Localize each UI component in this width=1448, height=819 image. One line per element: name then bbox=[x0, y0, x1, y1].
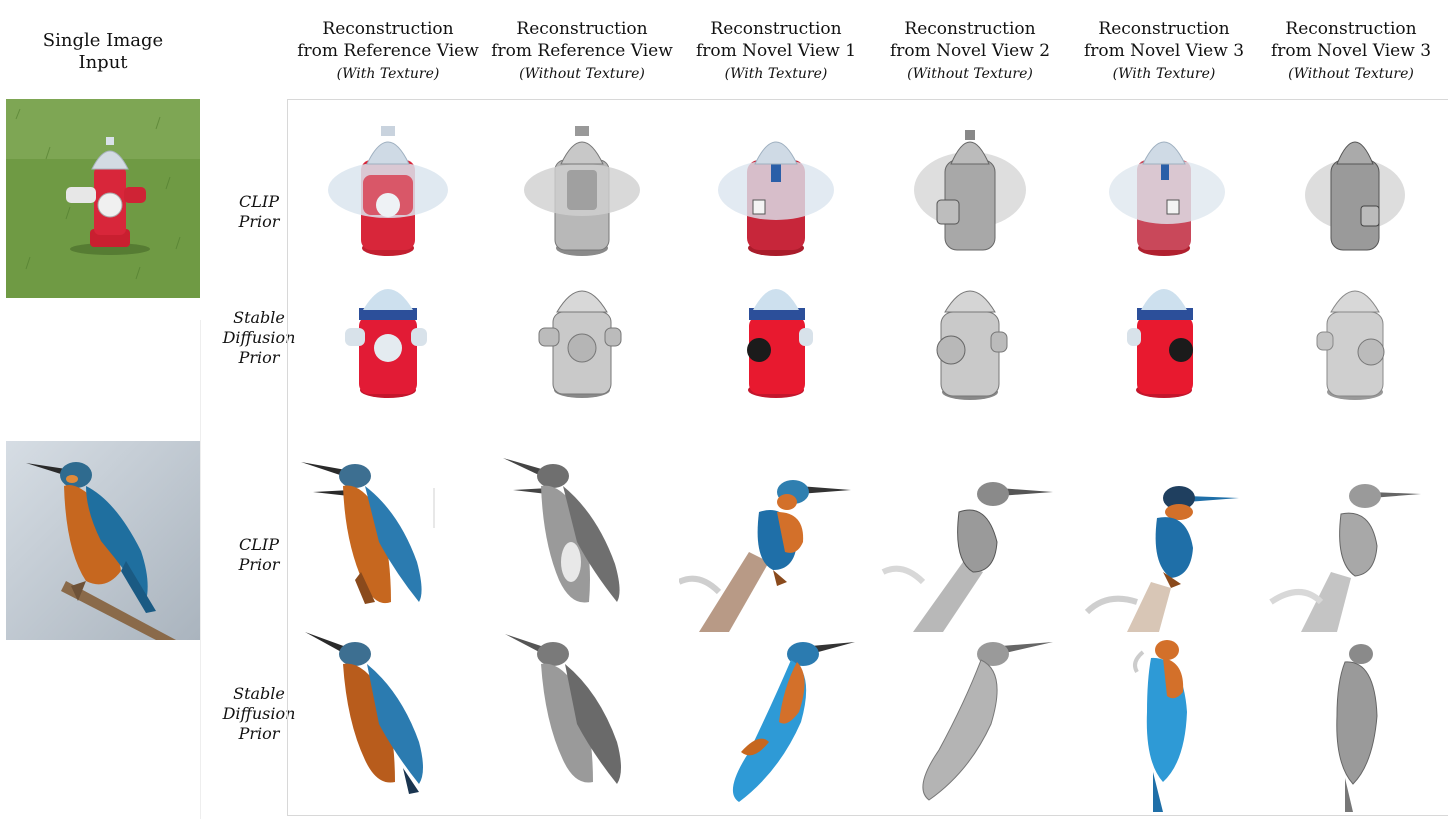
column-header-title: Reconstruction from Novel View 3 bbox=[1270, 19, 1432, 61]
input-photo-fire-hydrant bbox=[6, 99, 200, 298]
column-header-title: Reconstruction from Novel View 1 bbox=[695, 19, 857, 61]
column-header-subtitle: (With Texture) bbox=[1112, 66, 1216, 82]
result-clip-bird-ref-untextured bbox=[485, 452, 679, 632]
result-sd-hydrant-novel3-untextured bbox=[1261, 272, 1448, 407]
column-header-4: Reconstruction from Novel View 2 (Withou… bbox=[873, 18, 1067, 84]
column-header-5: Reconstruction from Novel View 3 (With T… bbox=[1067, 18, 1261, 84]
result-clip-bird-novel1-textured bbox=[679, 452, 873, 632]
result-clip-hydrant-novel2-untextured bbox=[873, 120, 1067, 270]
column-header-title: Reconstruction from Novel View 2 bbox=[889, 19, 1051, 61]
result-clip-hydrant-novel3-untextured bbox=[1261, 120, 1448, 270]
column-header-6: Reconstruction from Novel View 3 (Withou… bbox=[1254, 18, 1448, 84]
column-header-title: Reconstruction from Reference View bbox=[297, 19, 479, 61]
row-label-sd-bird: Stable Diffusion Prior bbox=[222, 684, 296, 743]
result-sd-bird-novel2-untextured bbox=[873, 632, 1067, 812]
column-header-1: Reconstruction from Reference View (With… bbox=[291, 18, 485, 84]
input-column-title: Single Image Input bbox=[42, 30, 164, 73]
result-sd-bird-ref-textured bbox=[291, 632, 485, 812]
result-clip-bird-novel3-untextured bbox=[1261, 452, 1448, 632]
result-clip-hydrant-novel3-textured bbox=[1067, 120, 1261, 270]
result-sd-hydrant-novel3-textured bbox=[1067, 272, 1261, 407]
row-label-clip-hydrant: CLIP Prior bbox=[238, 192, 280, 231]
result-sd-hydrant-ref-textured bbox=[291, 272, 485, 407]
column-header-2: Reconstruction from Reference View (With… bbox=[485, 18, 679, 84]
column-header-title: Reconstruction from Novel View 3 bbox=[1083, 19, 1245, 61]
column-header-subtitle: (Without Texture) bbox=[907, 66, 1033, 82]
result-sd-bird-ref-untextured bbox=[485, 632, 679, 812]
column-header-subtitle: (With Texture) bbox=[336, 66, 440, 82]
column-divider bbox=[200, 320, 201, 819]
column-header-title: Reconstruction from Reference View bbox=[491, 19, 673, 61]
result-clip-bird-ref-textured bbox=[291, 452, 485, 632]
result-clip-hydrant-ref-untextured bbox=[485, 120, 679, 270]
column-header-3: Reconstruction from Novel View 1 (With T… bbox=[679, 18, 873, 84]
column-header-subtitle: (With Texture) bbox=[724, 66, 828, 82]
result-sd-hydrant-novel2-untextured bbox=[873, 272, 1067, 407]
result-sd-hydrant-ref-untextured bbox=[485, 272, 679, 407]
results-grid-frame bbox=[287, 99, 1448, 816]
result-sd-hydrant-novel1-textured bbox=[679, 272, 873, 407]
result-clip-bird-novel3-textured bbox=[1067, 452, 1261, 632]
result-clip-hydrant-novel1-textured bbox=[679, 120, 873, 270]
column-header-subtitle: (Without Texture) bbox=[1288, 66, 1414, 82]
column-header-subtitle: (Without Texture) bbox=[519, 66, 645, 82]
result-sd-bird-novel3-textured bbox=[1067, 632, 1261, 812]
row-label-sd-hydrant: Stable Diffusion Prior bbox=[222, 308, 296, 367]
result-sd-bird-novel3-untextured bbox=[1261, 632, 1448, 812]
result-sd-bird-novel1-textured bbox=[679, 632, 873, 812]
row-label-clip-bird: CLIP Prior bbox=[238, 535, 280, 574]
result-clip-bird-novel2-untextured bbox=[873, 452, 1067, 632]
input-photo-kingfisher bbox=[6, 441, 200, 640]
result-clip-hydrant-ref-textured bbox=[291, 120, 485, 270]
